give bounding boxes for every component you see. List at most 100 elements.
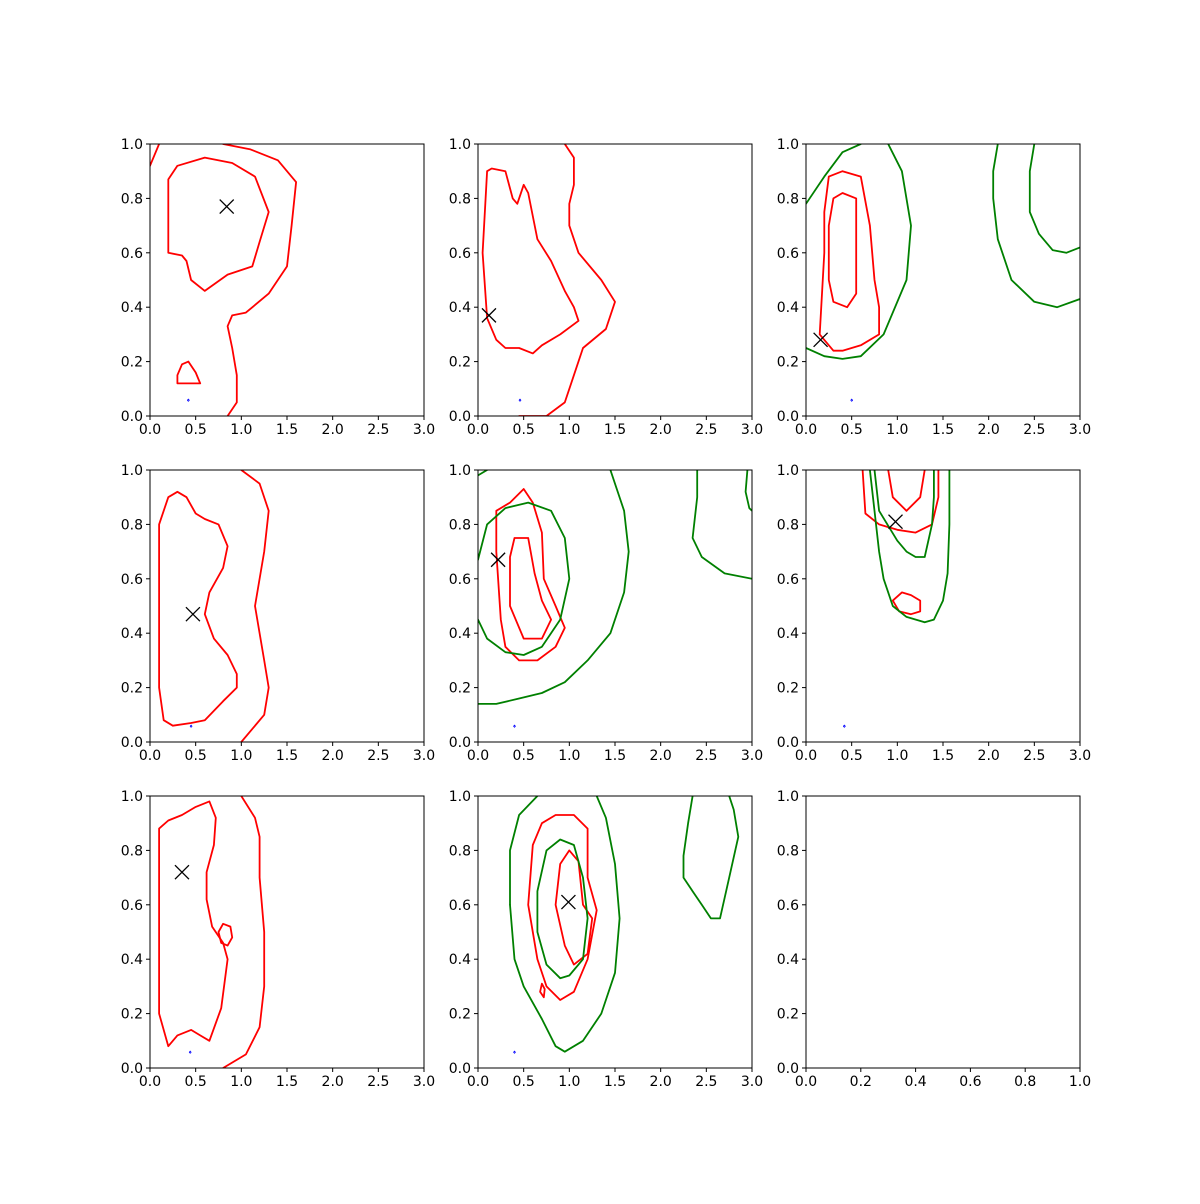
red-contour-line bbox=[818, 170, 880, 352]
y-tick-label: 1.0 bbox=[777, 137, 799, 153]
y-tick-label: 0.4 bbox=[777, 300, 799, 316]
y-tick-label: 0.0 bbox=[777, 409, 799, 425]
subplot-1: 0.0 0.5 1.0 1.5 2.0 2.5 3.0 0.0 0.2 0.4 0.6 0.8 1.0 bbox=[121, 137, 435, 438]
x-tick-label: 3.0 bbox=[413, 1074, 435, 1090]
x-marker bbox=[813, 332, 829, 348]
y-tick-label: 0.2 bbox=[449, 1007, 471, 1023]
x-tick-label: 0.5 bbox=[185, 1074, 207, 1090]
y-tick-label: 0.2 bbox=[121, 681, 143, 697]
x-tick-label: 0.5 bbox=[513, 1074, 535, 1090]
plot-area bbox=[158, 470, 270, 742]
plot-area bbox=[806, 144, 1080, 402]
blue-contour-series bbox=[188, 1050, 192, 1054]
axes-frame bbox=[477, 469, 753, 743]
red-contour-line bbox=[861, 470, 940, 534]
x-tick-label: 0.5 bbox=[185, 422, 207, 438]
green-contour-line bbox=[806, 144, 862, 205]
y-tick-label: 0.4 bbox=[449, 626, 471, 642]
green-contour-series bbox=[806, 144, 1080, 360]
subplot-2: 0.0 0.5 1.0 1.5 2.0 2.5 3.0 0.0 0.2 0.4 0.6 0.8 1.0 bbox=[449, 137, 763, 438]
blue-contour-series bbox=[189, 724, 193, 728]
green-contour-line bbox=[478, 470, 488, 477]
x-tick-label: 0.5 bbox=[185, 748, 207, 764]
red-contour-line bbox=[891, 591, 922, 616]
x-tick-label: 3.0 bbox=[1069, 748, 1091, 764]
x-tick-label: 2.0 bbox=[322, 748, 344, 764]
red-contour-line bbox=[527, 814, 598, 1001]
red-contour-series bbox=[150, 144, 297, 416]
y-tick-label: 0.6 bbox=[449, 246, 471, 262]
y-tick-label: 0.4 bbox=[449, 300, 471, 316]
x-tick-label: 0.0 bbox=[139, 422, 161, 438]
x-tick-label: 2.5 bbox=[695, 1074, 717, 1090]
green-contour-line bbox=[536, 838, 589, 980]
blue-contour-line bbox=[850, 398, 853, 402]
x-tick-label: 0.4 bbox=[904, 1074, 926, 1090]
axes-frame bbox=[149, 795, 425, 1069]
red-contour-line bbox=[240, 470, 270, 742]
y-tick-label: 0.6 bbox=[121, 246, 143, 262]
x-tick-label: 2.5 bbox=[367, 748, 389, 764]
y-tick-label: 0.8 bbox=[777, 843, 799, 859]
x-tick-label: 2.5 bbox=[367, 1074, 389, 1090]
plot-area bbox=[150, 144, 297, 416]
y-tick-label: 0.8 bbox=[449, 843, 471, 859]
x-marker-stroke bbox=[185, 606, 201, 622]
y-tick-label: 0.6 bbox=[121, 572, 143, 588]
y-tick-label: 0.0 bbox=[449, 409, 471, 425]
axes-frame bbox=[805, 469, 1081, 743]
y-tick-label: 1.0 bbox=[121, 789, 143, 805]
y-tick-label: 0.8 bbox=[121, 517, 143, 533]
blue-contour-line bbox=[518, 398, 522, 402]
subplot-7: 0.0 0.5 1.0 1.5 2.0 2.5 3.0 0.0 0.2 0.4 0.6 0.8 1.0 bbox=[121, 789, 435, 1090]
y-tick-label: 0.6 bbox=[777, 246, 799, 262]
x-tick-label: 1.5 bbox=[604, 748, 626, 764]
y-tick-label: 0.8 bbox=[121, 191, 143, 207]
y-tick-label: 0.0 bbox=[121, 409, 143, 425]
red-contour-series bbox=[481, 144, 616, 416]
x-tick-label: 3.0 bbox=[1069, 422, 1091, 438]
y-tick-label: 0.8 bbox=[121, 843, 143, 859]
x-marker-stroke bbox=[560, 894, 576, 910]
green-contour-line bbox=[682, 796, 740, 920]
x-tick-label: 0.0 bbox=[795, 1074, 817, 1090]
green-contour-line bbox=[478, 501, 571, 656]
x-tick-label: 0.5 bbox=[841, 422, 863, 438]
y-tick-label: 0.4 bbox=[777, 626, 799, 642]
blue-contour-series bbox=[187, 398, 190, 402]
y-tick-label: 0.8 bbox=[449, 191, 471, 207]
x-tick-label: 0.2 bbox=[850, 1074, 872, 1090]
y-tick-label: 0.2 bbox=[449, 681, 471, 697]
red-contour-series bbox=[818, 170, 880, 352]
y-tick-label: 0.2 bbox=[777, 355, 799, 371]
x-tick-label: 1.5 bbox=[276, 422, 298, 438]
x-tick-label: 0.8 bbox=[1014, 1074, 1036, 1090]
green-contour-series bbox=[478, 470, 752, 705]
x-tick-label: 2.5 bbox=[1023, 748, 1045, 764]
x-tick-label: 0.5 bbox=[841, 748, 863, 764]
blue-contour-line bbox=[188, 1050, 192, 1054]
y-tick-label: 0.4 bbox=[449, 952, 471, 968]
plot-area bbox=[509, 796, 740, 1054]
red-contour-line bbox=[158, 490, 238, 727]
red-contour-series bbox=[861, 470, 940, 616]
y-tick-label: 1.0 bbox=[121, 137, 143, 153]
red-contour-series bbox=[158, 470, 270, 742]
y-tick-label: 0.0 bbox=[449, 735, 471, 751]
green-contour-series bbox=[869, 470, 951, 624]
plot-area bbox=[478, 470, 752, 728]
x-marker bbox=[481, 307, 497, 323]
plot-area bbox=[158, 796, 266, 1068]
y-tick-label: 0.6 bbox=[121, 898, 143, 914]
x-tick-label: 3.0 bbox=[741, 422, 763, 438]
green-contour-line bbox=[1028, 144, 1080, 254]
y-tick-label: 1.0 bbox=[121, 463, 143, 479]
y-tick-label: 0.8 bbox=[777, 191, 799, 207]
red-contour-line bbox=[495, 488, 566, 662]
x-marker-stroke bbox=[490, 552, 506, 568]
y-tick-label: 1.0 bbox=[777, 463, 799, 479]
y-tick-label: 0.2 bbox=[777, 681, 799, 697]
y-tick-label: 0.6 bbox=[449, 898, 471, 914]
y-tick-label: 0.4 bbox=[121, 626, 143, 642]
